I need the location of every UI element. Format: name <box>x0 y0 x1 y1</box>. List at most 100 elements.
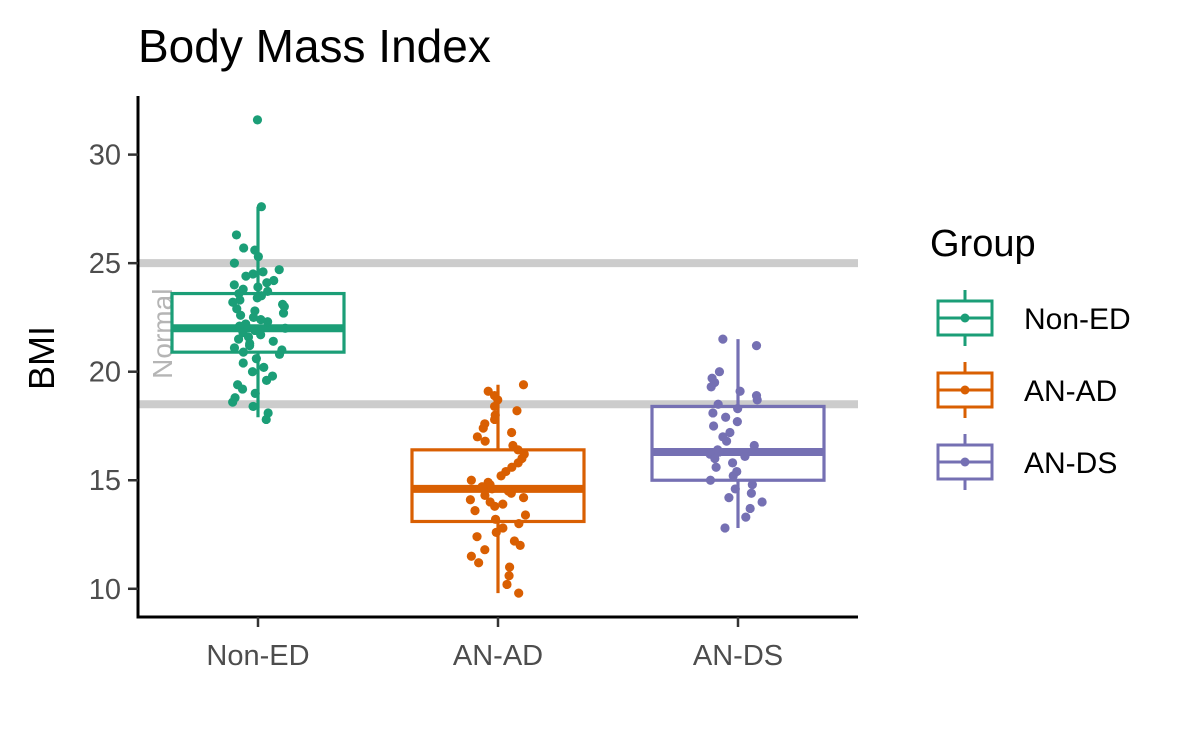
point-an-ad-48 <box>502 579 512 590</box>
point-non-ed-48 <box>259 362 269 372</box>
point-non-ed-51 <box>261 375 272 385</box>
point-an-ad-20 <box>496 471 506 481</box>
point-an-ds-11 <box>708 408 718 418</box>
legend-item-non-ed: Non-ED <box>936 290 1131 346</box>
point-an-ds-9 <box>713 399 723 409</box>
point-an-ds-33 <box>757 497 767 507</box>
point-an-ds-30 <box>730 484 740 494</box>
point-an-ad-28 <box>480 490 490 501</box>
legend-point-an-ad <box>960 385 970 395</box>
point-an-ds-10 <box>733 404 743 414</box>
point-non-ed-12 <box>262 278 272 288</box>
x-tick-label-non-ed: Non-ED <box>206 640 309 672</box>
box-an-ds <box>650 339 826 528</box>
point-an-ad-4 <box>489 401 500 412</box>
point-an-ad-47 <box>504 571 514 581</box>
point-an-ad-39 <box>491 527 501 537</box>
point-non-ed-11 <box>269 275 279 286</box>
point-an-ad-42 <box>515 540 525 550</box>
point-an-ad-10 <box>507 427 517 438</box>
point-non-ed-9 <box>248 269 258 279</box>
point-an-ad-30 <box>465 495 475 505</box>
point-an-ad-37 <box>514 519 524 529</box>
point-non-ed-42 <box>229 343 240 353</box>
point-non-ed-2 <box>231 230 242 240</box>
point-an-ad-25 <box>487 484 497 494</box>
y-tick-label-25: 25 <box>89 248 121 280</box>
point-an-ds-20 <box>714 447 724 457</box>
chart-title: Body Mass Index <box>138 20 491 72</box>
point-an-ds-12 <box>721 412 731 422</box>
point-an-ad-44 <box>466 551 476 561</box>
point-non-ed-36 <box>256 330 266 340</box>
point-an-ds-36 <box>720 523 730 533</box>
point-non-ed-46 <box>251 354 261 364</box>
point-an-ad-9 <box>478 423 488 433</box>
point-an-ad-24 <box>477 482 487 492</box>
point-an-ds-28 <box>705 475 716 485</box>
point-an-ad-11 <box>472 432 482 442</box>
point-non-ed-10 <box>241 271 251 281</box>
point-non-ed-0 <box>252 115 263 125</box>
legend-item-an-ad: AN-AD <box>936 362 1117 418</box>
point-an-ds-1 <box>751 341 762 351</box>
legend-item-an-ds: AN-DS <box>936 434 1117 490</box>
point-an-ad-21 <box>466 475 476 485</box>
legend-label-non-ed: Non-ED <box>1024 303 1131 336</box>
point-non-ed-27 <box>235 310 246 320</box>
point-non-ed-13 <box>229 280 239 290</box>
y-tick-label-30: 30 <box>89 140 121 172</box>
point-an-ad-45 <box>474 558 484 568</box>
point-an-ad-46 <box>504 562 515 572</box>
point-an-ds-25 <box>711 462 721 472</box>
point-non-ed-6 <box>229 258 239 268</box>
point-non-ed-30 <box>263 317 273 327</box>
point-an-ad-38 <box>498 523 508 533</box>
point-non-ed-56 <box>228 397 238 407</box>
point-an-ds-13 <box>732 417 742 427</box>
point-an-ds-32 <box>724 493 734 503</box>
point-non-ed-38 <box>234 334 244 344</box>
point-non-ed-39 <box>268 336 278 346</box>
point-non-ed-49 <box>247 367 258 377</box>
point-non-ed-7 <box>274 265 284 275</box>
point-an-ad-27 <box>506 488 516 498</box>
point-an-ad-35 <box>520 510 531 520</box>
point-non-ed-41 <box>245 341 255 351</box>
point-an-ds-5 <box>706 382 716 392</box>
point-non-ed-26 <box>278 308 289 318</box>
point-non-ed-8 <box>258 267 268 277</box>
point-an-ds-35 <box>741 512 751 522</box>
point-an-ds-34 <box>745 503 755 514</box>
point-non-ed-54 <box>250 388 260 399</box>
point-non-ed-45 <box>274 349 285 359</box>
point-non-ed-20 <box>235 295 245 305</box>
point-an-ds-0 <box>718 334 728 344</box>
point-an-ds-18 <box>749 440 759 451</box>
point-an-ds-8 <box>752 395 762 405</box>
legend: Group Non-ED AN-AD AN-DS <box>930 223 1131 490</box>
point-an-ds-17 <box>721 436 732 446</box>
point-an-ds-27 <box>728 471 738 481</box>
point-an-ds-2 <box>714 367 725 377</box>
legend-point-an-ds <box>960 457 970 467</box>
point-an-ds-22 <box>740 451 750 461</box>
point-an-ds-31 <box>746 488 756 498</box>
y-tick-label-20: 20 <box>89 357 121 389</box>
point-an-ds-24 <box>727 458 738 468</box>
x-tick-label-an-ad: AN-AD <box>453 640 543 672</box>
y-tick-label-10: 10 <box>89 574 121 606</box>
point-non-ed-59 <box>261 414 271 425</box>
point-an-ad-7 <box>490 414 500 425</box>
legend-label-an-ad: AN-AD <box>1024 375 1117 408</box>
point-an-ad-5 <box>512 406 522 416</box>
point-an-ad-0 <box>518 380 529 390</box>
point-non-ed-5 <box>253 252 263 262</box>
axes: 10 15 20 25 30 Non-ED AN-AD AN-DS <box>89 96 858 672</box>
point-non-ed-28 <box>248 312 259 323</box>
legend-label-an-ds: AN-DS <box>1024 447 1117 480</box>
point-non-ed-14 <box>253 282 263 292</box>
point-an-ds-15 <box>725 427 735 438</box>
point-an-ds-14 <box>708 421 719 431</box>
